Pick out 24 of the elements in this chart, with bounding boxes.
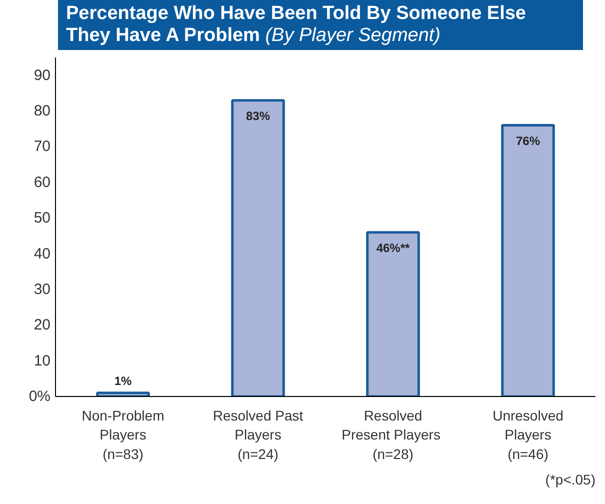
- chart-subtitle: (By Player Segment): [265, 25, 441, 46]
- data-label: 76%: [516, 134, 540, 148]
- x-tick-label: Resolved Past Players (n=24): [212, 408, 304, 462]
- data-label: 83%: [246, 108, 270, 123]
- y-tick-label: 10: [34, 352, 51, 370]
- data-label: 1%: [114, 374, 132, 388]
- y-tick-label: 0%: [28, 388, 51, 405]
- x-tick-label: Unresolved Players (n=46): [492, 408, 564, 462]
- y-tick-label: 70: [34, 138, 51, 156]
- y-tick-label: 20: [34, 316, 51, 334]
- y-tick-label: 30: [34, 280, 51, 298]
- x-tick-label: Resolved Present Players (n=28): [342, 408, 440, 462]
- x-tick-label: Non-Problem Players (n=83): [82, 408, 164, 462]
- bar: [501, 124, 555, 396]
- y-tick-label: 40: [34, 245, 51, 262]
- y-tick-label: 50: [34, 210, 51, 227]
- y-tick-label: 80: [34, 102, 51, 120]
- bar: [231, 99, 285, 396]
- bar: [96, 392, 150, 396]
- data-label: 46%**: [376, 240, 410, 255]
- y-tick-label: 90: [34, 66, 51, 84]
- y-tick-label: 60: [34, 174, 51, 191]
- text: (*p<.05): [545, 472, 596, 488]
- bar: [366, 231, 420, 396]
